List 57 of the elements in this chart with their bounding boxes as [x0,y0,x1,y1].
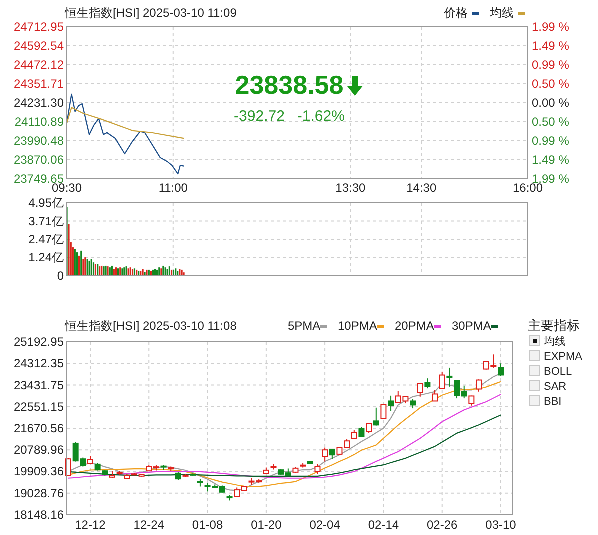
annotation: 23838.58 [235,70,344,100]
y2-tick-label: 1.49 % [532,152,570,167]
text: EXPMA [544,351,584,363]
legend-label: 5PMA [288,319,321,333]
legend-label: 30PMA [452,319,492,333]
legend-label: 均线 [489,6,514,20]
y-tick-label: 24231.30 [14,96,64,110]
y-tick-label: 24472.12 [14,58,64,72]
y-tick-label: 0 [57,269,64,283]
x-tick-label: 14:30 [406,181,437,195]
y2-tick-label: 0.50 % [532,115,570,130]
x-tick-label: 02-04 [310,518,341,532]
x-tick-label: 02-26 [427,518,458,532]
text: BBI [544,396,562,408]
y-tick-label: 24592.54 [14,39,64,53]
x-tick-label: 11:00 [158,181,188,195]
x-tick-label: 12-24 [134,518,165,532]
x-tick-label: 12-12 [75,518,106,532]
y2-tick-label: 1.49 % [532,39,570,54]
y-tick-label: 2.47亿 [28,232,64,247]
y-tick-label: 22551.15 [14,400,64,414]
y-tick-label: 24312.35 [14,356,64,371]
y-tick-label: 24712.95 [14,20,64,34]
legend-label: 价格 [443,6,468,20]
y-tick-label: 21670.56 [14,422,64,436]
y-tick-label: 1.24亿 [28,250,64,265]
y-tick-label: 19028.76 [14,486,64,500]
y-tick-label: 19909.36 [14,464,64,479]
y-tick-label: 25192.95 [14,335,64,349]
y2-tick-label: 0.99 % [532,58,570,72]
text: 均线 [543,335,566,348]
text: 主要指标 [528,318,580,333]
text: BOLL [544,366,572,378]
y-tick-label: 24351.71 [14,77,64,91]
y-tick-label: 20789.96 [14,443,64,458]
x-tick-label: 13:30 [336,181,366,195]
y-tick-label: 23870.06 [14,153,64,167]
x-tick-label: 02-14 [368,518,400,532]
legend-label: 20PMA [395,319,434,333]
chart-title: 恒生指数[HSI] 2025-03-10 11:08 [64,319,238,333]
x-tick-label: 03-10 [486,518,517,532]
y2-tick-label: 0.50 % [532,76,570,91]
text: -392.72 -1.62% [234,108,345,125]
y2-tick-label: 0.99 % [532,134,570,148]
y-tick-label: 24110.89 [14,115,64,129]
legend-label: 10PMA [338,319,378,333]
y2-tick-label: 0.00 % [532,96,570,110]
y-tick-label: 4.95亿 [28,196,64,210]
text: SAR [544,381,567,393]
y-tick-label: 18148.16 [14,508,64,522]
chart-title: 恒生指数[HSI] 2025-03-10 11:09 [64,6,238,20]
y-tick-label: 3.71亿 [28,214,64,228]
y2-tick-label: 1.99 % [532,20,570,34]
y-tick-label: 23431.75 [14,378,64,392]
x-tick-label: 01-08 [192,518,224,532]
x-tick-label: 01-20 [251,518,282,532]
y-tick-label: 23990.48 [14,134,64,148]
